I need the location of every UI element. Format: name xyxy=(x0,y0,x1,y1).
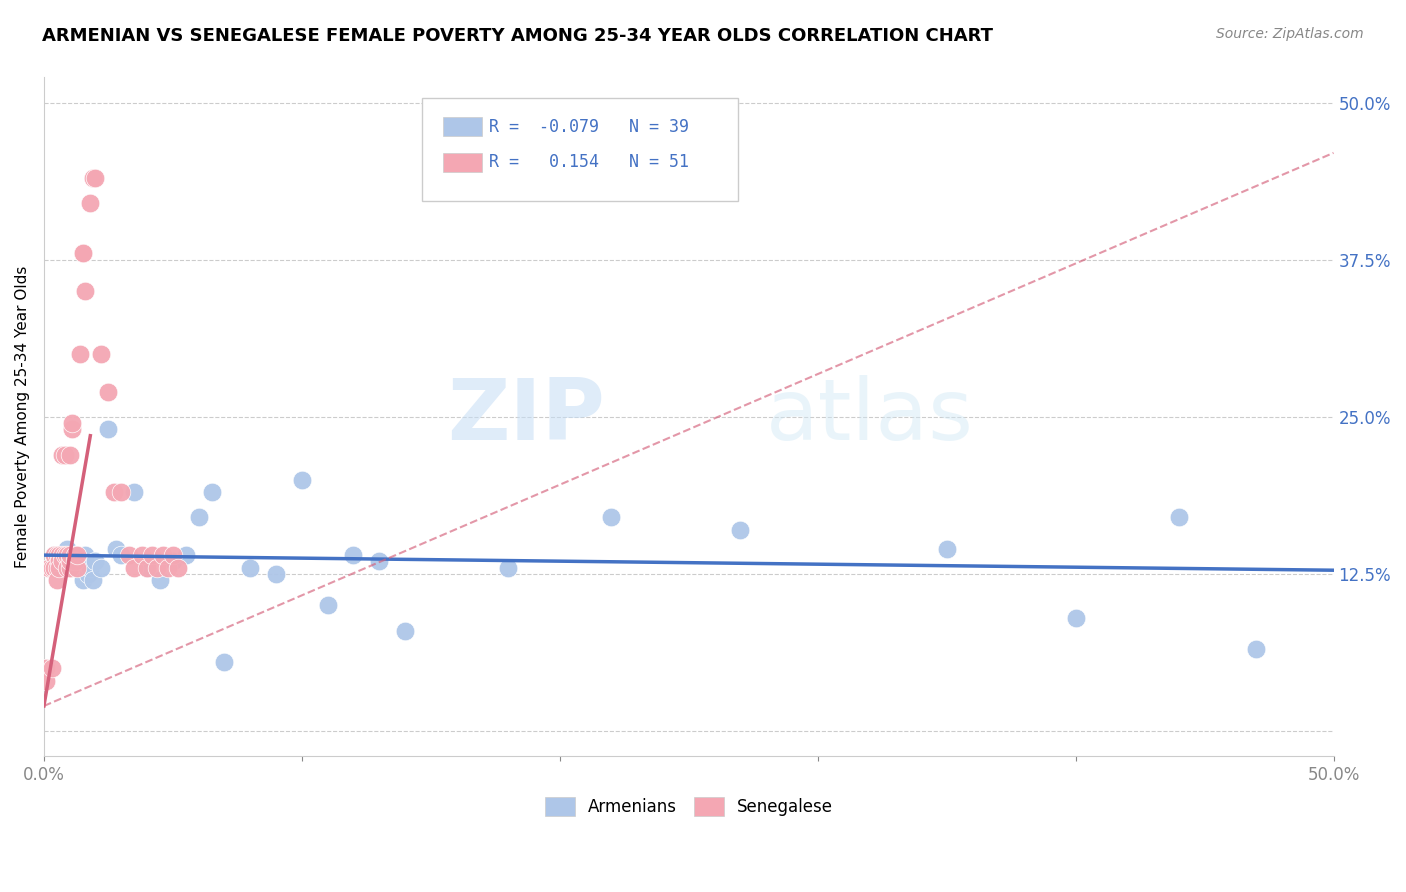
Point xyxy=(53,448,76,462)
Point xyxy=(167,560,190,574)
Point xyxy=(1244,642,1267,657)
Point xyxy=(136,560,159,574)
Point xyxy=(730,523,752,537)
Point xyxy=(51,560,73,574)
Point xyxy=(59,448,82,462)
Point xyxy=(51,448,73,462)
Point xyxy=(1167,510,1189,524)
Point xyxy=(56,541,79,556)
Point xyxy=(82,171,104,186)
Point xyxy=(44,548,66,562)
Point xyxy=(51,554,73,568)
Point xyxy=(75,284,97,298)
Text: Source: ZipAtlas.com: Source: ZipAtlas.com xyxy=(1216,27,1364,41)
Point xyxy=(146,560,169,574)
Point xyxy=(45,574,67,588)
Point xyxy=(97,422,120,436)
Point xyxy=(149,574,172,588)
Point xyxy=(122,485,145,500)
Point xyxy=(141,548,163,562)
Point xyxy=(496,560,519,574)
Point xyxy=(51,548,73,562)
Point xyxy=(35,661,58,675)
Point xyxy=(45,548,67,562)
Point xyxy=(394,624,416,638)
Text: ARMENIAN VS SENEGALESE FEMALE POVERTY AMONG 25-34 YEAR OLDS CORRELATION CHART: ARMENIAN VS SENEGALESE FEMALE POVERTY AM… xyxy=(42,27,993,45)
Point xyxy=(79,560,101,574)
Point xyxy=(122,560,145,574)
Point xyxy=(48,560,70,574)
Text: R =   0.154   N = 51: R = 0.154 N = 51 xyxy=(489,153,689,171)
Point xyxy=(75,548,97,562)
Point xyxy=(66,560,89,574)
Point xyxy=(59,560,82,574)
Point xyxy=(105,541,128,556)
Point xyxy=(44,560,66,574)
Point xyxy=(239,560,262,574)
Point xyxy=(131,548,153,562)
Point xyxy=(56,548,79,562)
Legend: Armenians, Senegalese: Armenians, Senegalese xyxy=(538,790,839,822)
Point xyxy=(103,485,125,500)
Point xyxy=(156,560,179,574)
Point xyxy=(187,510,209,524)
Point xyxy=(162,554,184,568)
Point xyxy=(200,485,222,500)
Point xyxy=(72,574,94,588)
Point xyxy=(38,560,60,574)
Point xyxy=(41,560,63,574)
Point xyxy=(152,548,174,562)
Point xyxy=(48,548,70,562)
Point xyxy=(66,560,89,574)
Point xyxy=(214,655,236,669)
Point xyxy=(79,196,101,211)
Point xyxy=(342,548,364,562)
Point xyxy=(291,473,314,487)
Point xyxy=(72,246,94,260)
Point xyxy=(53,548,76,562)
Point xyxy=(368,554,391,568)
Point xyxy=(264,566,287,581)
Point xyxy=(35,673,58,688)
Point xyxy=(45,560,67,574)
Point xyxy=(60,554,83,568)
Point xyxy=(118,548,141,562)
Point xyxy=(110,548,132,562)
Text: atlas: atlas xyxy=(766,376,974,458)
Point xyxy=(72,246,94,260)
Text: ZIP: ZIP xyxy=(447,376,605,458)
Point xyxy=(41,661,63,675)
Point xyxy=(63,554,86,568)
Text: R =  -0.079   N = 39: R = -0.079 N = 39 xyxy=(489,118,689,136)
Point xyxy=(63,548,86,562)
Point xyxy=(1064,611,1087,625)
Point xyxy=(59,554,82,568)
Point xyxy=(66,554,89,568)
Point xyxy=(48,554,70,568)
Point xyxy=(600,510,623,524)
Point xyxy=(110,485,132,500)
Point xyxy=(84,554,107,568)
Point xyxy=(60,422,83,436)
Point xyxy=(66,548,89,562)
Point xyxy=(84,171,107,186)
Point xyxy=(174,548,197,562)
Point xyxy=(44,548,66,562)
Point xyxy=(82,574,104,588)
Point xyxy=(136,560,159,574)
Point xyxy=(59,548,82,562)
Point xyxy=(316,599,339,613)
Point xyxy=(97,384,120,399)
Point xyxy=(69,347,91,361)
Point xyxy=(76,566,98,581)
Point xyxy=(63,548,86,562)
Point xyxy=(56,560,79,574)
Y-axis label: Female Poverty Among 25-34 Year Olds: Female Poverty Among 25-34 Year Olds xyxy=(15,266,30,568)
Point xyxy=(60,416,83,430)
Point xyxy=(935,541,957,556)
Point xyxy=(90,347,112,361)
Point xyxy=(162,548,184,562)
Point xyxy=(90,560,112,574)
